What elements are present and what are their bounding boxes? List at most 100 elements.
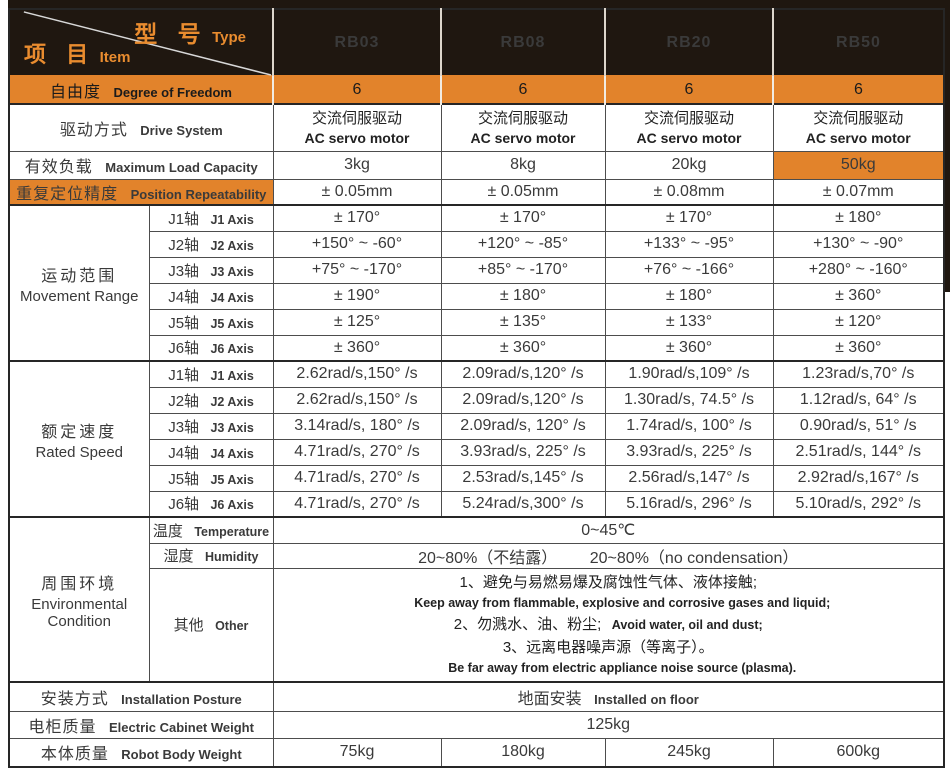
speed-group-zh: 额定速度 (41, 423, 118, 441)
body-weight-value: 75kg (272, 737, 442, 768)
movement-value: +76° ~ -166° (604, 256, 774, 284)
axis-label-zh: J1轴 (168, 210, 200, 228)
other-label: 其他 Other (148, 567, 274, 683)
axis-label: J4轴 J4 Axis (148, 438, 274, 466)
humidity-label: 湿度 Humidity (148, 542, 274, 569)
repeatability-label-zh: 重复定位精度 (16, 185, 119, 203)
speed-group-en: Rated Speed (35, 443, 124, 461)
axis-label-zh: J3轴 (168, 418, 200, 436)
speed-value: 2.62rad/s,150° /s (272, 360, 442, 388)
table-row-humidity: 湿度 Humidity 20~80%（不结露） 20~80%（no conden… (9, 542, 945, 569)
axis-label-zh: J2轴 (168, 236, 200, 254)
humidity-label-en: Humidity (204, 550, 259, 564)
note-1-en: Keep away from flammable, explosive and … (414, 596, 831, 610)
axis-label-en: J1 Axis (210, 368, 254, 383)
speed-value: 1.90rad/s,109° /s (604, 360, 774, 388)
note-3-en: Be far away from electric appliance nois… (448, 661, 797, 676)
repeatability-label-en: Position Repeatability (130, 186, 267, 202)
speed-value: 3.93rad/s, 225° /s (440, 438, 606, 466)
movement-value: ± 180° (604, 282, 774, 310)
speed-value: 5.10rad/s, 292° /s (772, 490, 945, 518)
movement-value: ± 120° (772, 308, 945, 336)
axis-label: J5轴 J5 Axis (148, 308, 274, 336)
movement-value: ± 360° (772, 334, 945, 362)
movement-value: ± 360° (272, 334, 442, 362)
axis-label-zh: J4轴 (168, 444, 200, 462)
speed-value: 3.14rad/s, 180° /s (272, 412, 442, 440)
axis-label-en: J6 Axis (210, 342, 254, 357)
table-row-other: 其他 Other 1、避免与易燃易爆及腐蚀性气体、液体接触; Keep away… (9, 567, 945, 683)
speed-value: 3.93rad/s, 225° /s (604, 438, 774, 466)
temperature-value: 0~45℃ (272, 516, 945, 544)
load-value: 3kg (272, 150, 442, 180)
movement-value: ± 360° (604, 334, 774, 362)
movement-group-label: 运动范围 Movement Range (8, 204, 150, 362)
repeatability-value: ± 0.07mm (772, 178, 945, 206)
other-label-en: Other (215, 619, 249, 634)
speed-value: 1.30rad/s, 74.5° /s (604, 386, 774, 414)
column-header-rb03: RB03 (273, 9, 442, 76)
speed-value: 2.92rad/s,167° /s (772, 464, 945, 492)
speed-value: 2.09rad/s,120° /s (440, 360, 606, 388)
movement-value: +133° ~ -95° (604, 230, 774, 258)
note-1-zh: 1、避免与易燃易爆及腐蚀性气体、液体接触; (459, 573, 757, 591)
table-row-speed-j2: J2轴 J2 Axis 2.62rad/s,150° /s 2.09rad/s,… (9, 386, 945, 414)
speed-value: 2.53rad/s,145° /s (440, 464, 606, 492)
axis-label: J2轴 J2 Axis (148, 386, 274, 414)
environment-group-en: Environmental Condition (31, 595, 128, 630)
axis-label-en: J3 Axis (210, 420, 254, 435)
item-label-zh: 项 目 (24, 42, 96, 67)
table-row-speed-j6: J6轴 J6 Axis 4.71rad/s, 270° /s 5.24rad/s… (9, 490, 945, 518)
axis-label-zh: J5轴 (168, 470, 200, 488)
speed-value: 4.71rad/s, 270° /s (272, 490, 442, 518)
table-row-movement-j5: J5轴 J5 Axis ± 125° ± 135° ± 133° ± 120° (9, 308, 945, 336)
note-2-en: Avoid water, oil and dust; (611, 617, 763, 632)
environment-group-zh: 周围环境 (41, 575, 118, 593)
load-value: 8kg (440, 150, 606, 180)
speed-value: 4.71rad/s, 270° /s (272, 464, 442, 492)
drive-value: 交流伺服驱动 AC servo motor (772, 103, 945, 152)
humidity-label-zh: 湿度 (163, 548, 194, 565)
dof-label: 自由度 Degree of Freedom (9, 76, 274, 104)
install-value-en: Installed on floor (594, 691, 699, 707)
load-label: 有效负载 Maximum Load Capacity (8, 150, 274, 180)
humidity-value-zh: 20~80%（不结露） (418, 549, 558, 567)
column-header-rb50: RB50 (836, 34, 881, 51)
table-row-speed-j3: J3轴 J3 Axis 3.14rad/s, 180° /s 2.09rad/s… (9, 412, 945, 440)
drive-label-en: Drive System (140, 122, 223, 138)
table-row-movement-j4: J4轴 J4 Axis ± 190° ± 180° ± 180° ± 360° (9, 282, 945, 310)
body-weight-value: 245kg (604, 737, 774, 768)
other-label-zh: 其他 (173, 617, 204, 635)
speed-value: 5.24rad/s,300° /s (440, 490, 606, 518)
column-header-rb20: RB20 (605, 9, 774, 76)
speed-group-label: 额定速度 Rated Speed (8, 360, 150, 518)
environment-group-label: 周围环境 Environmental Condition (8, 516, 150, 683)
diagonal-divider-line (23, 11, 271, 76)
table-row-temperature: 周围环境 Environmental Condition 温度 Temperat… (8, 516, 945, 683)
temperature-label: 温度 Temperature (148, 516, 274, 544)
dof-label-en: Degree of Freedom (113, 84, 232, 100)
movement-value: ± 180° (772, 204, 945, 232)
table-row-load: 有效负载 Maximum Load Capacity 3kg 8kg 20kg … (8, 150, 945, 180)
dof-value: 6 (854, 80, 863, 98)
movement-value: +85° ~ -170° (440, 256, 606, 284)
page-edge-shadow (943, 0, 950, 292)
speed-value: 1.12rad/s, 64° /s (772, 386, 945, 414)
movement-value: +120° ~ -85° (440, 230, 606, 258)
drive-label: 驱动方式 Drive System (8, 103, 274, 152)
drive-label-zh: 驱动方式 (59, 121, 128, 139)
axis-label-en: J2 Axis (210, 394, 254, 409)
drive-value-zh: 交流伺服驱动 (643, 109, 734, 127)
movement-value: ± 360° (772, 282, 945, 310)
movement-group-zh: 运动范围 (41, 267, 118, 285)
axis-label-zh: J3轴 (168, 262, 200, 280)
speed-value: 4.71rad/s, 270° /s (272, 438, 442, 466)
note-3-zh: 3、远离电器噪声源（等离子）。 (502, 638, 714, 656)
type-label-zh: 型 号 (134, 21, 208, 47)
movement-group-en: Movement Range (20, 287, 139, 305)
drive-value-en: AC servo motor (304, 129, 410, 146)
axis-label-en: J6 Axis (210, 498, 254, 513)
type-header: 型 号 Type (134, 15, 246, 49)
note-2-zh: 2、勿溅水、油、粉尘; (453, 615, 602, 633)
item-label-en: Item (99, 49, 131, 66)
